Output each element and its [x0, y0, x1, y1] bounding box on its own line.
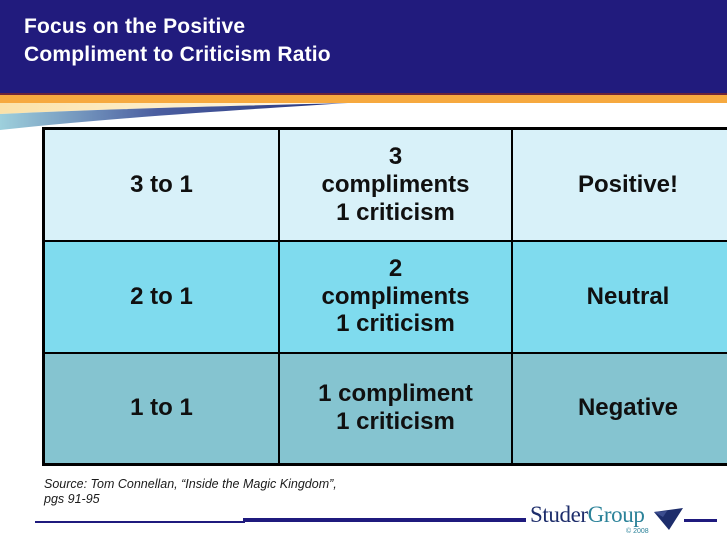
detail-cell: 2 compliments 1 criticism	[278, 239, 513, 354]
page-title: Focus on the Positive Compliment to Crit…	[0, 0, 727, 69]
logo-studer-text: Studer	[530, 502, 588, 527]
table-row-negative: 1 to 1 1 compliment 1 criticism Negative	[42, 351, 727, 466]
source-citation-line2: pgs 91-95	[44, 492, 100, 506]
logo-copyright: © 2008	[626, 528, 649, 535]
swoosh-decoration	[0, 103, 348, 130]
maroon-accent-line	[0, 93, 727, 95]
result-cell: Positive!	[511, 127, 727, 242]
source-citation-line1: Source: Tom Connellan, “Inside the Magic…	[44, 477, 337, 491]
detail-cell: 3 compliments 1 criticism	[278, 127, 513, 242]
table-row-neutral: 2 to 1 2 compliments 1 criticism Neutral	[42, 239, 727, 354]
orange-accent-line	[0, 95, 727, 103]
page-title-line2: Compliment to Criticism Ratio	[24, 43, 331, 66]
ratio-cell: 2 to 1	[42, 239, 280, 354]
detail-cell: 1 compliment 1 criticism	[278, 351, 513, 466]
table-row-positive: 3 to 1 3 compliments 1 criticism Positiv…	[42, 127, 727, 242]
slide-header: Focus on the Positive Compliment to Crit…	[0, 0, 727, 93]
result-cell: Negative	[511, 351, 727, 466]
studer-group-logo: StuderGroup © 2008	[530, 502, 686, 538]
footer-rule-thin	[35, 521, 245, 523]
source-citation: Source: Tom Connellan, “Inside the Magic…	[44, 477, 424, 507]
page-title-line1: Focus on the Positive	[24, 15, 246, 38]
result-cell: Neutral	[511, 239, 727, 354]
ratio-cell: 3 to 1	[42, 127, 280, 242]
logo-group-text: Group	[587, 502, 645, 527]
footer-rule-thick	[243, 518, 526, 522]
ratio-cell: 1 to 1	[42, 351, 280, 466]
footer-rule-right	[684, 519, 717, 522]
logo-flag-icon	[654, 508, 683, 530]
compliment-ratio-table: 3 to 1 3 compliments 1 criticism Positiv…	[42, 127, 727, 466]
